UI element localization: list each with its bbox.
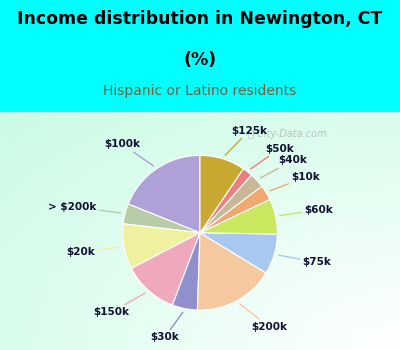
Text: (%): (%) [184,51,216,69]
Text: $200k: $200k [240,304,287,332]
Wedge shape [200,186,270,233]
Text: $60k: $60k [280,205,333,216]
Wedge shape [200,199,277,234]
Text: Hispanic or Latino residents: Hispanic or Latino residents [103,84,297,98]
Wedge shape [128,155,200,233]
Text: ⓘ City-Data.com: ⓘ City-Data.com [248,129,327,139]
Text: Income distribution in Newington, CT: Income distribution in Newington, CT [17,10,383,28]
Wedge shape [200,169,252,233]
Wedge shape [200,233,277,273]
Text: $75k: $75k [278,255,332,267]
Wedge shape [123,204,200,233]
Text: $30k: $30k [150,312,183,342]
Wedge shape [200,155,243,233]
Text: $40k: $40k [260,155,308,178]
Text: $50k: $50k [251,144,294,169]
Text: > $200k: > $200k [48,202,121,213]
Wedge shape [123,224,200,268]
Text: $20k: $20k [66,247,120,257]
Wedge shape [200,175,262,233]
Text: $150k: $150k [93,293,145,317]
Wedge shape [198,233,266,310]
Wedge shape [172,233,200,310]
Wedge shape [131,233,200,305]
Text: $100k: $100k [104,139,154,166]
Text: $10k: $10k [270,172,320,191]
Text: $125k: $125k [225,126,267,155]
